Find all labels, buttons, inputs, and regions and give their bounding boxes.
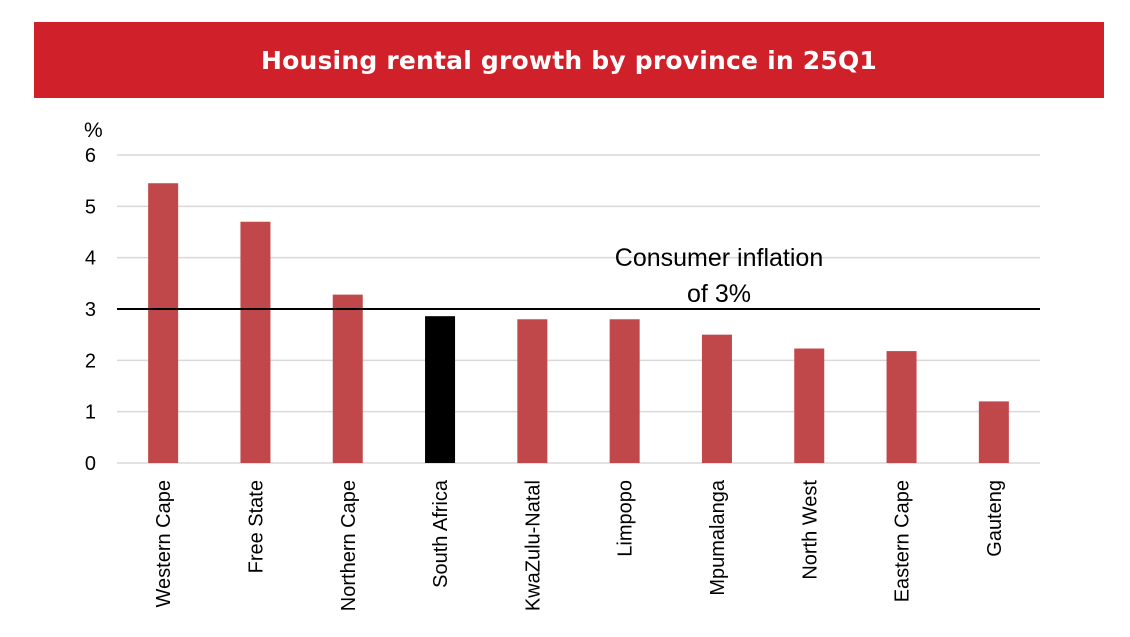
bar-gauteng xyxy=(978,401,1009,463)
x-tick-label: Gauteng xyxy=(984,480,1006,557)
bars xyxy=(148,183,1009,463)
x-tick-label: Mpumalanga xyxy=(707,479,729,596)
y-tick-label: 0 xyxy=(85,453,96,475)
x-tick-label: Eastern Cape xyxy=(892,480,914,602)
chart-title: Housing rental growth by province in 25Q… xyxy=(260,45,877,75)
x-tick-label: KwaZulu-Natal xyxy=(522,480,544,611)
x-axis-labels: Western Cape Free State Northern Cape South… xyxy=(153,479,1006,611)
y-tick-label: 1 xyxy=(85,402,96,424)
bar-kwazulu-natal xyxy=(517,319,548,463)
title-banner: Housing rental growth by province in 25Q… xyxy=(34,22,1104,98)
bar-northern-cape xyxy=(332,294,363,463)
bar-eastern-cape xyxy=(886,351,917,463)
bar-limpopo xyxy=(609,319,640,463)
y-tick-label: 6 xyxy=(85,145,96,167)
x-tick-label: Northern Cape xyxy=(338,480,360,611)
bar-north-west xyxy=(794,348,825,463)
bar-mpumalanga xyxy=(701,334,732,463)
consumer-inflation-label-line2: of 3% xyxy=(687,280,751,308)
x-tick-label: North West xyxy=(799,480,821,580)
bar-south-africa xyxy=(425,316,456,463)
y-tick-label: 2 xyxy=(85,350,96,372)
x-tick-label: Limpopo xyxy=(615,480,637,557)
bar-western-cape xyxy=(148,183,179,463)
bar-free-state xyxy=(240,221,271,463)
y-axis-label: % xyxy=(84,119,103,142)
y-tick-label: 5 xyxy=(85,196,96,218)
consumer-inflation-label-line1: Consumer inflation xyxy=(615,244,823,272)
x-tick-label: Free State xyxy=(245,480,267,573)
y-tick-label: 4 xyxy=(85,248,96,270)
y-axis: 0 1 2 3 4 5 6 xyxy=(85,145,96,475)
y-tick-label: 3 xyxy=(85,299,96,321)
x-tick-label: South Africa xyxy=(430,479,452,588)
x-tick-label: Western Cape xyxy=(153,480,175,607)
